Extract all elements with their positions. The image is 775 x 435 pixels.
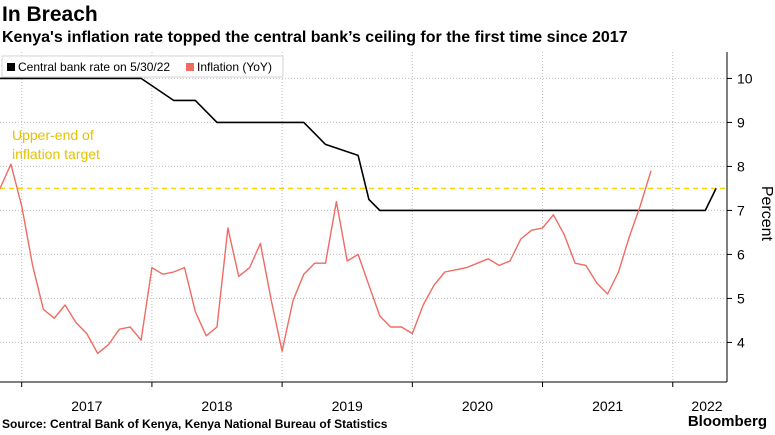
legend: Central bank rate on 5/30/22 Inflation (… (1, 55, 284, 78)
y-tick-label: 10 (737, 70, 753, 86)
series-line-cbr (0, 77, 717, 212)
chart-title: In Breach (2, 3, 98, 26)
series-line-inflation (0, 163, 652, 355)
y-tick-label: 8 (737, 158, 745, 174)
x-tick-label: 2021 (592, 398, 623, 412)
legend-label-cbr: Central bank rate on 5/30/22 (18, 60, 170, 74)
axes: 4 5 6 7 8 9 10 2017 2018 2019 2020 2021 2022 (0, 52, 753, 412)
legend-swatch-inflation (186, 63, 194, 71)
series-layer (0, 77, 717, 355)
y-tick-label: 5 (737, 290, 745, 306)
y-axis-label: Percent (758, 186, 775, 242)
x-tick-label: 2019 (332, 398, 363, 412)
y-tick-label: 7 (737, 202, 745, 218)
x-tick-label: 2022 (691, 398, 722, 412)
annotation: Upper-end of inflation target (0, 127, 727, 190)
x-tick-label: 2017 (71, 398, 102, 412)
x-tick-label: 2018 (201, 398, 232, 412)
x-tick-label: 2020 (462, 398, 493, 412)
legend-box (1, 55, 284, 78)
legend-swatch-cbr (7, 63, 15, 71)
y-tick-label: 9 (737, 114, 745, 130)
legend-label-inflation: Inflation (YoY) (197, 60, 272, 74)
y-tick-label: 4 (737, 334, 745, 350)
annotation-line-1: Upper-end of (12, 127, 94, 143)
chart-subtitle: Kenya's inflation rate topped the centra… (2, 29, 628, 46)
line-chart: Central bank rate on 5/30/22 Inflation (… (0, 52, 775, 412)
annotation-line-2: inflation target (12, 146, 100, 162)
bloomberg-logo: Bloomberg (687, 413, 767, 430)
grid-layer (0, 52, 727, 382)
source-note: Source: Central Bank of Kenya, Kenya Nat… (2, 417, 388, 431)
y-tick-label: 6 (737, 246, 745, 262)
